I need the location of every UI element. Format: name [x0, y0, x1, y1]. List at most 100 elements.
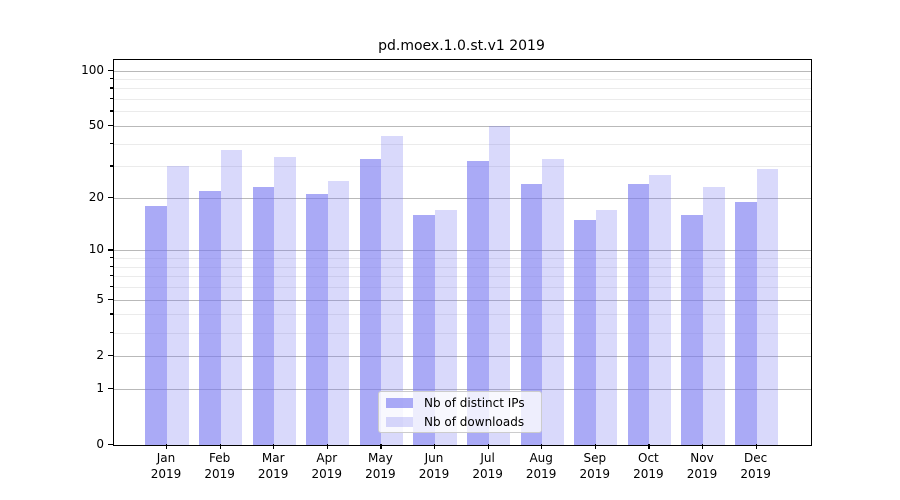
gridline-minor-8	[114, 266, 811, 268]
y-minor-tick-3	[110, 331, 113, 333]
gridline-major-2	[114, 355, 811, 357]
x-tick-jan	[166, 444, 168, 449]
legend-label-distinct-ips: Nb of distinct IPs	[424, 395, 525, 410]
legend-swatch-downloads	[386, 416, 413, 427]
bar-distinct-ips-dec	[734, 201, 757, 445]
gridline-major-10	[114, 250, 811, 252]
bar-distinct-ips-jul	[466, 161, 489, 445]
legend-item-downloads: Nb of downloads	[386, 414, 541, 430]
x-label-month: Jan	[156, 451, 176, 465]
x-tick-apr	[326, 444, 328, 449]
x-tick-nov	[702, 444, 704, 449]
x-label-year: 2019	[418, 467, 450, 481]
x-label-month: Jun	[424, 451, 444, 465]
x-label-month: May	[367, 451, 393, 465]
x-label-year: 2019	[633, 467, 664, 481]
y-tick-20	[108, 196, 113, 199]
x-tick-label-sep: Sep 2019	[565, 450, 625, 482]
gridline-minor-7	[114, 276, 811, 278]
x-tick-label-feb: Feb 2019	[190, 450, 250, 482]
x-label-year: 2019	[311, 467, 343, 481]
x-tick-may	[380, 444, 382, 449]
x-label-month: Aug	[529, 451, 553, 465]
x-tick-label-dec: Dec 2019	[726, 450, 786, 482]
y-minor-tick-90	[110, 77, 113, 80]
gridline-minor-80	[114, 88, 811, 90]
bar-downloads-feb	[220, 149, 243, 445]
y-minor-tick-60	[110, 110, 113, 112]
chart-title: pd.moex.1.0.st.v1 2019	[378, 38, 545, 54]
x-tick-sep	[594, 444, 596, 449]
gridline-major-5	[114, 299, 811, 301]
x-label-year: 2019	[579, 467, 611, 481]
bar-downloads-may	[381, 136, 404, 445]
y-minor-tick-4	[110, 313, 113, 315]
legend-item-distinct-ips: Nb of distinct IPs	[386, 395, 541, 411]
bar-distinct-ips-apr	[306, 194, 328, 445]
gridline-major-20	[114, 197, 811, 199]
x-label-month: Dec	[743, 451, 768, 465]
bar-downloads-apr	[327, 180, 350, 445]
bar-downloads-jul	[488, 125, 511, 445]
y-minor-tick-7	[110, 275, 113, 277]
x-label-year: 2019	[204, 467, 235, 481]
bar-distinct-ips-may	[359, 158, 382, 445]
x-label-year: 2019	[472, 467, 503, 481]
x-tick-dec	[755, 444, 757, 449]
y-tick-label-20: 20	[88, 189, 104, 204]
x-label-year: 2019	[525, 467, 557, 481]
bar-distinct-ips-jun	[413, 215, 435, 445]
y-tick-50	[108, 124, 113, 127]
bar-downloads-mar	[274, 156, 296, 445]
y-tick-label-10: 10	[88, 242, 104, 257]
x-label-year: 2019	[257, 467, 289, 481]
gridline-minor-6	[114, 287, 811, 289]
gridline-major-1	[114, 388, 811, 390]
gridline-minor-30	[114, 166, 811, 168]
x-label-year: 2019	[686, 467, 718, 481]
x-label-year: 2019	[365, 467, 396, 481]
gridline-minor-90	[114, 78, 811, 80]
gridline-major-100	[114, 70, 811, 72]
y-minor-tick-30	[110, 165, 113, 167]
bar-distinct-ips-mar	[252, 187, 275, 445]
y-minor-tick-70	[110, 98, 113, 100]
y-tick-0	[108, 444, 113, 446]
bar-distinct-ips-jan	[145, 206, 167, 445]
y-tick-label-5: 5	[96, 291, 104, 306]
gridline-major-50	[114, 125, 811, 127]
x-label-month: Nov	[690, 451, 714, 465]
x-tick-jun	[434, 444, 436, 449]
y-tick-10	[108, 249, 113, 251]
y-minor-tick-40	[110, 142, 113, 144]
y-tick-label-1: 1	[96, 380, 104, 395]
bar-downloads-sep	[595, 210, 618, 445]
x-tick-label-aug: Aug 2019	[511, 450, 571, 482]
bar-distinct-ips-feb	[198, 190, 221, 445]
x-tick-label-jun: Jun 2019	[404, 450, 464, 482]
bar-distinct-ips-oct	[627, 183, 650, 445]
x-label-month: Jul	[480, 451, 495, 465]
x-tick-label-nov: Nov 2019	[672, 450, 732, 482]
x-label-month: Feb	[208, 451, 231, 465]
bar-distinct-ips-aug	[520, 183, 543, 445]
y-tick-label-100: 100	[81, 62, 104, 77]
x-tick-label-apr: Apr 2019	[297, 450, 357, 482]
y-tick-label-50: 50	[88, 117, 104, 132]
y-tick-label-0: 0	[96, 437, 104, 451]
bar-downloads-dec	[756, 169, 779, 445]
legend-label-downloads: Nb of downloads	[424, 414, 525, 429]
x-tick-oct	[648, 444, 650, 449]
gridline-minor-60	[114, 111, 811, 113]
gridline-minor-4	[114, 314, 811, 316]
x-tick-mar	[273, 444, 275, 449]
y-minor-tick-9	[110, 257, 113, 259]
x-tick-label-mar: Mar 2019	[243, 450, 303, 482]
x-label-month: Sep	[583, 451, 607, 465]
bar-downloads-jun	[435, 210, 457, 445]
x-tick-label-jan: Jan 2019	[136, 450, 196, 482]
bar-downloads-aug	[542, 158, 564, 445]
x-tick-feb	[219, 444, 221, 449]
x-tick-label-oct: Oct 2019	[618, 450, 678, 482]
